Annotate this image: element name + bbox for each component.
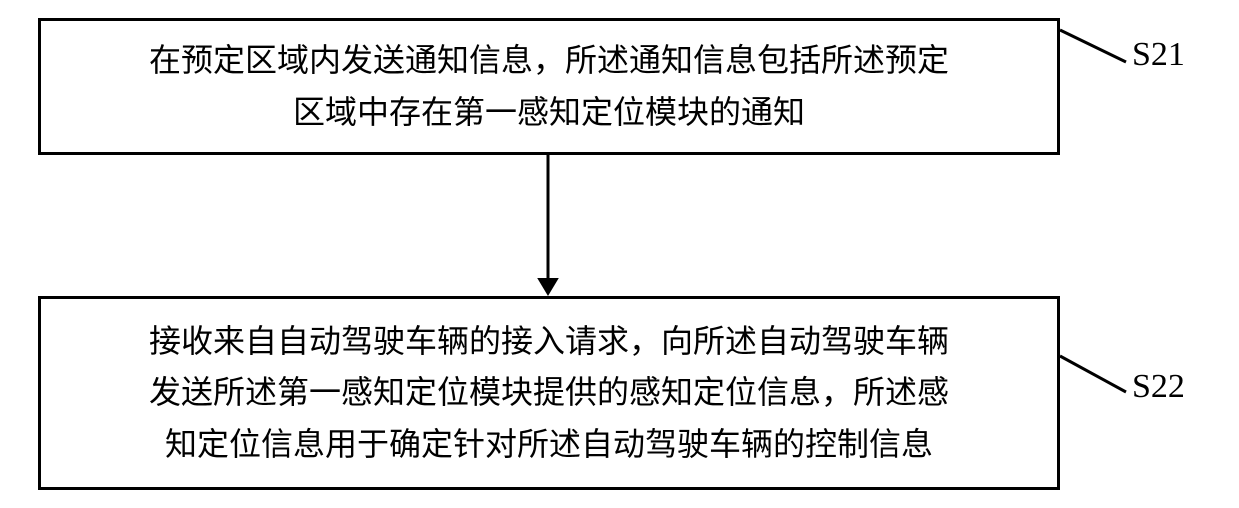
flow-node-s21-text: 在预定区域内发送通知信息，所述通知信息包括所述预定 区域中存在第一感知定位模块的… [149,35,949,137]
flow-node-s21: 在预定区域内发送通知信息，所述通知信息包括所述预定 区域中存在第一感知定位模块的… [38,18,1060,155]
arrow-down-icon [530,155,566,296]
label-connector-s22 [1060,356,1126,392]
label-connector-s21 [1060,30,1126,62]
step-label-s21: S21 [1132,36,1185,74]
flow-node-s22: 接收来自自动驾驶车辆的接入请求，向所述自动驾驶车辆 发送所述第一感知定位模块提供… [38,296,1060,490]
step-label-s22: S22 [1132,368,1185,406]
flowchart-canvas: 在预定区域内发送通知信息，所述通知信息包括所述预定 区域中存在第一感知定位模块的… [0,0,1239,508]
flow-node-s22-text: 接收来自自动驾驶车辆的接入请求，向所述自动驾驶车辆 发送所述第一感知定位模块提供… [149,316,949,470]
